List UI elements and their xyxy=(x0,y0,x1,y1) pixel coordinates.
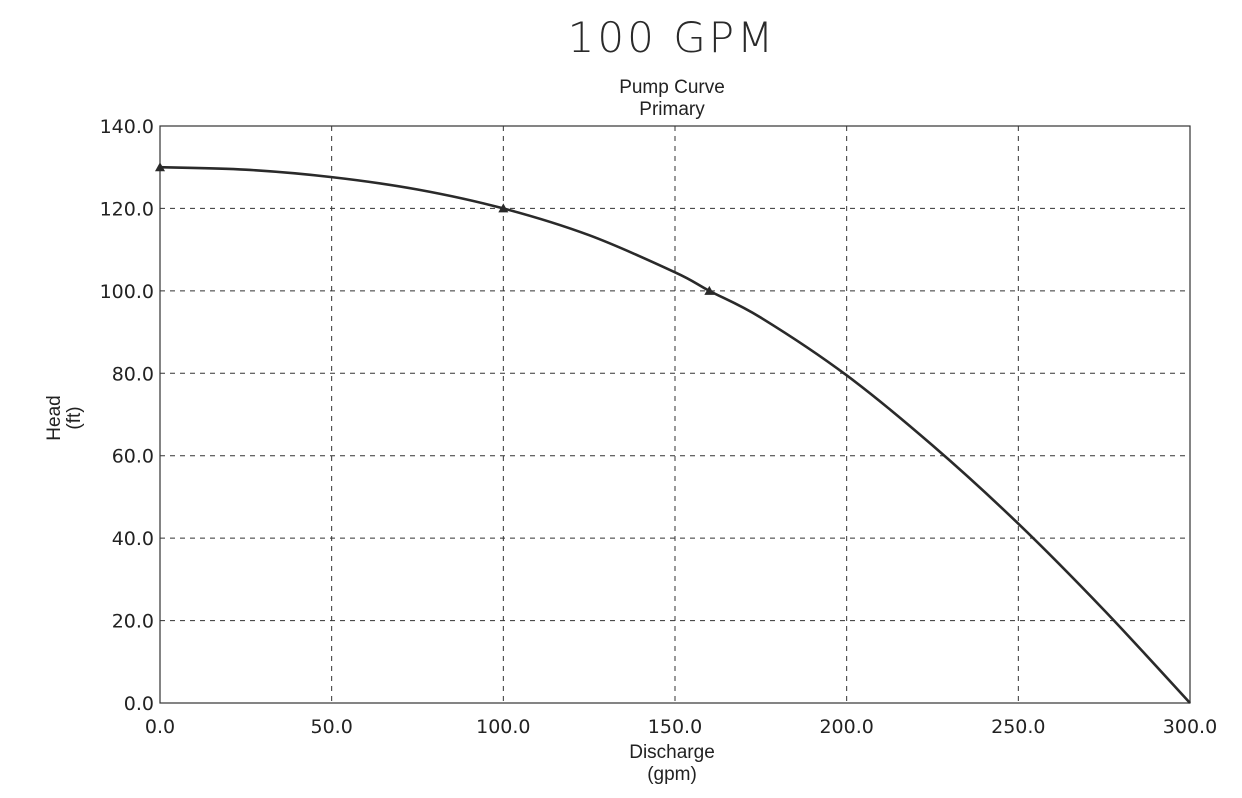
y-axis-unit: (ft) xyxy=(64,406,85,429)
x-axis-title: Discharge xyxy=(629,742,715,763)
y-tick-label: 120.0 xyxy=(100,198,154,220)
data-point-marker xyxy=(155,162,165,172)
grid-lines xyxy=(160,126,1190,703)
data-point-markers xyxy=(155,162,715,295)
y-axis-title: Head xyxy=(44,395,65,440)
tick-labels: 0.0 50.0 100.0 150.0 200.0 250.0 300.0 0.0 20.0 4… xyxy=(100,116,1218,738)
y-tick-label: 80.0 xyxy=(112,363,154,385)
x-tick-label: 200.0 xyxy=(819,716,873,738)
y-tick-label: 100.0 xyxy=(100,281,154,303)
y-tick-label: 140.0 xyxy=(100,116,154,138)
chart-subtitle: Primary xyxy=(639,99,705,120)
x-tick-label: 0.0 xyxy=(145,716,175,738)
plot-frame xyxy=(159,125,1191,704)
x-tick-label: 50.0 xyxy=(311,716,353,738)
handwritten-annotation: 100 GPM xyxy=(568,13,777,62)
x-tick-label: 150.0 xyxy=(648,716,702,738)
y-tick-label: 60.0 xyxy=(112,446,154,468)
y-tick-label: 20.0 xyxy=(112,611,154,633)
data-point-marker xyxy=(498,203,509,213)
y-tick-label: 40.0 xyxy=(112,528,154,550)
x-tick-label: 250.0 xyxy=(991,716,1045,738)
x-tick-label: 300.0 xyxy=(1163,716,1217,738)
x-tick-label: 100.0 xyxy=(476,716,530,738)
chart-title: Pump Curve xyxy=(619,77,725,98)
data-point-marker xyxy=(704,285,715,295)
x-axis-unit: (gpm) xyxy=(647,764,697,785)
pump-curve-line xyxy=(159,165,1191,704)
y-tick-label: 0.0 xyxy=(124,693,154,715)
